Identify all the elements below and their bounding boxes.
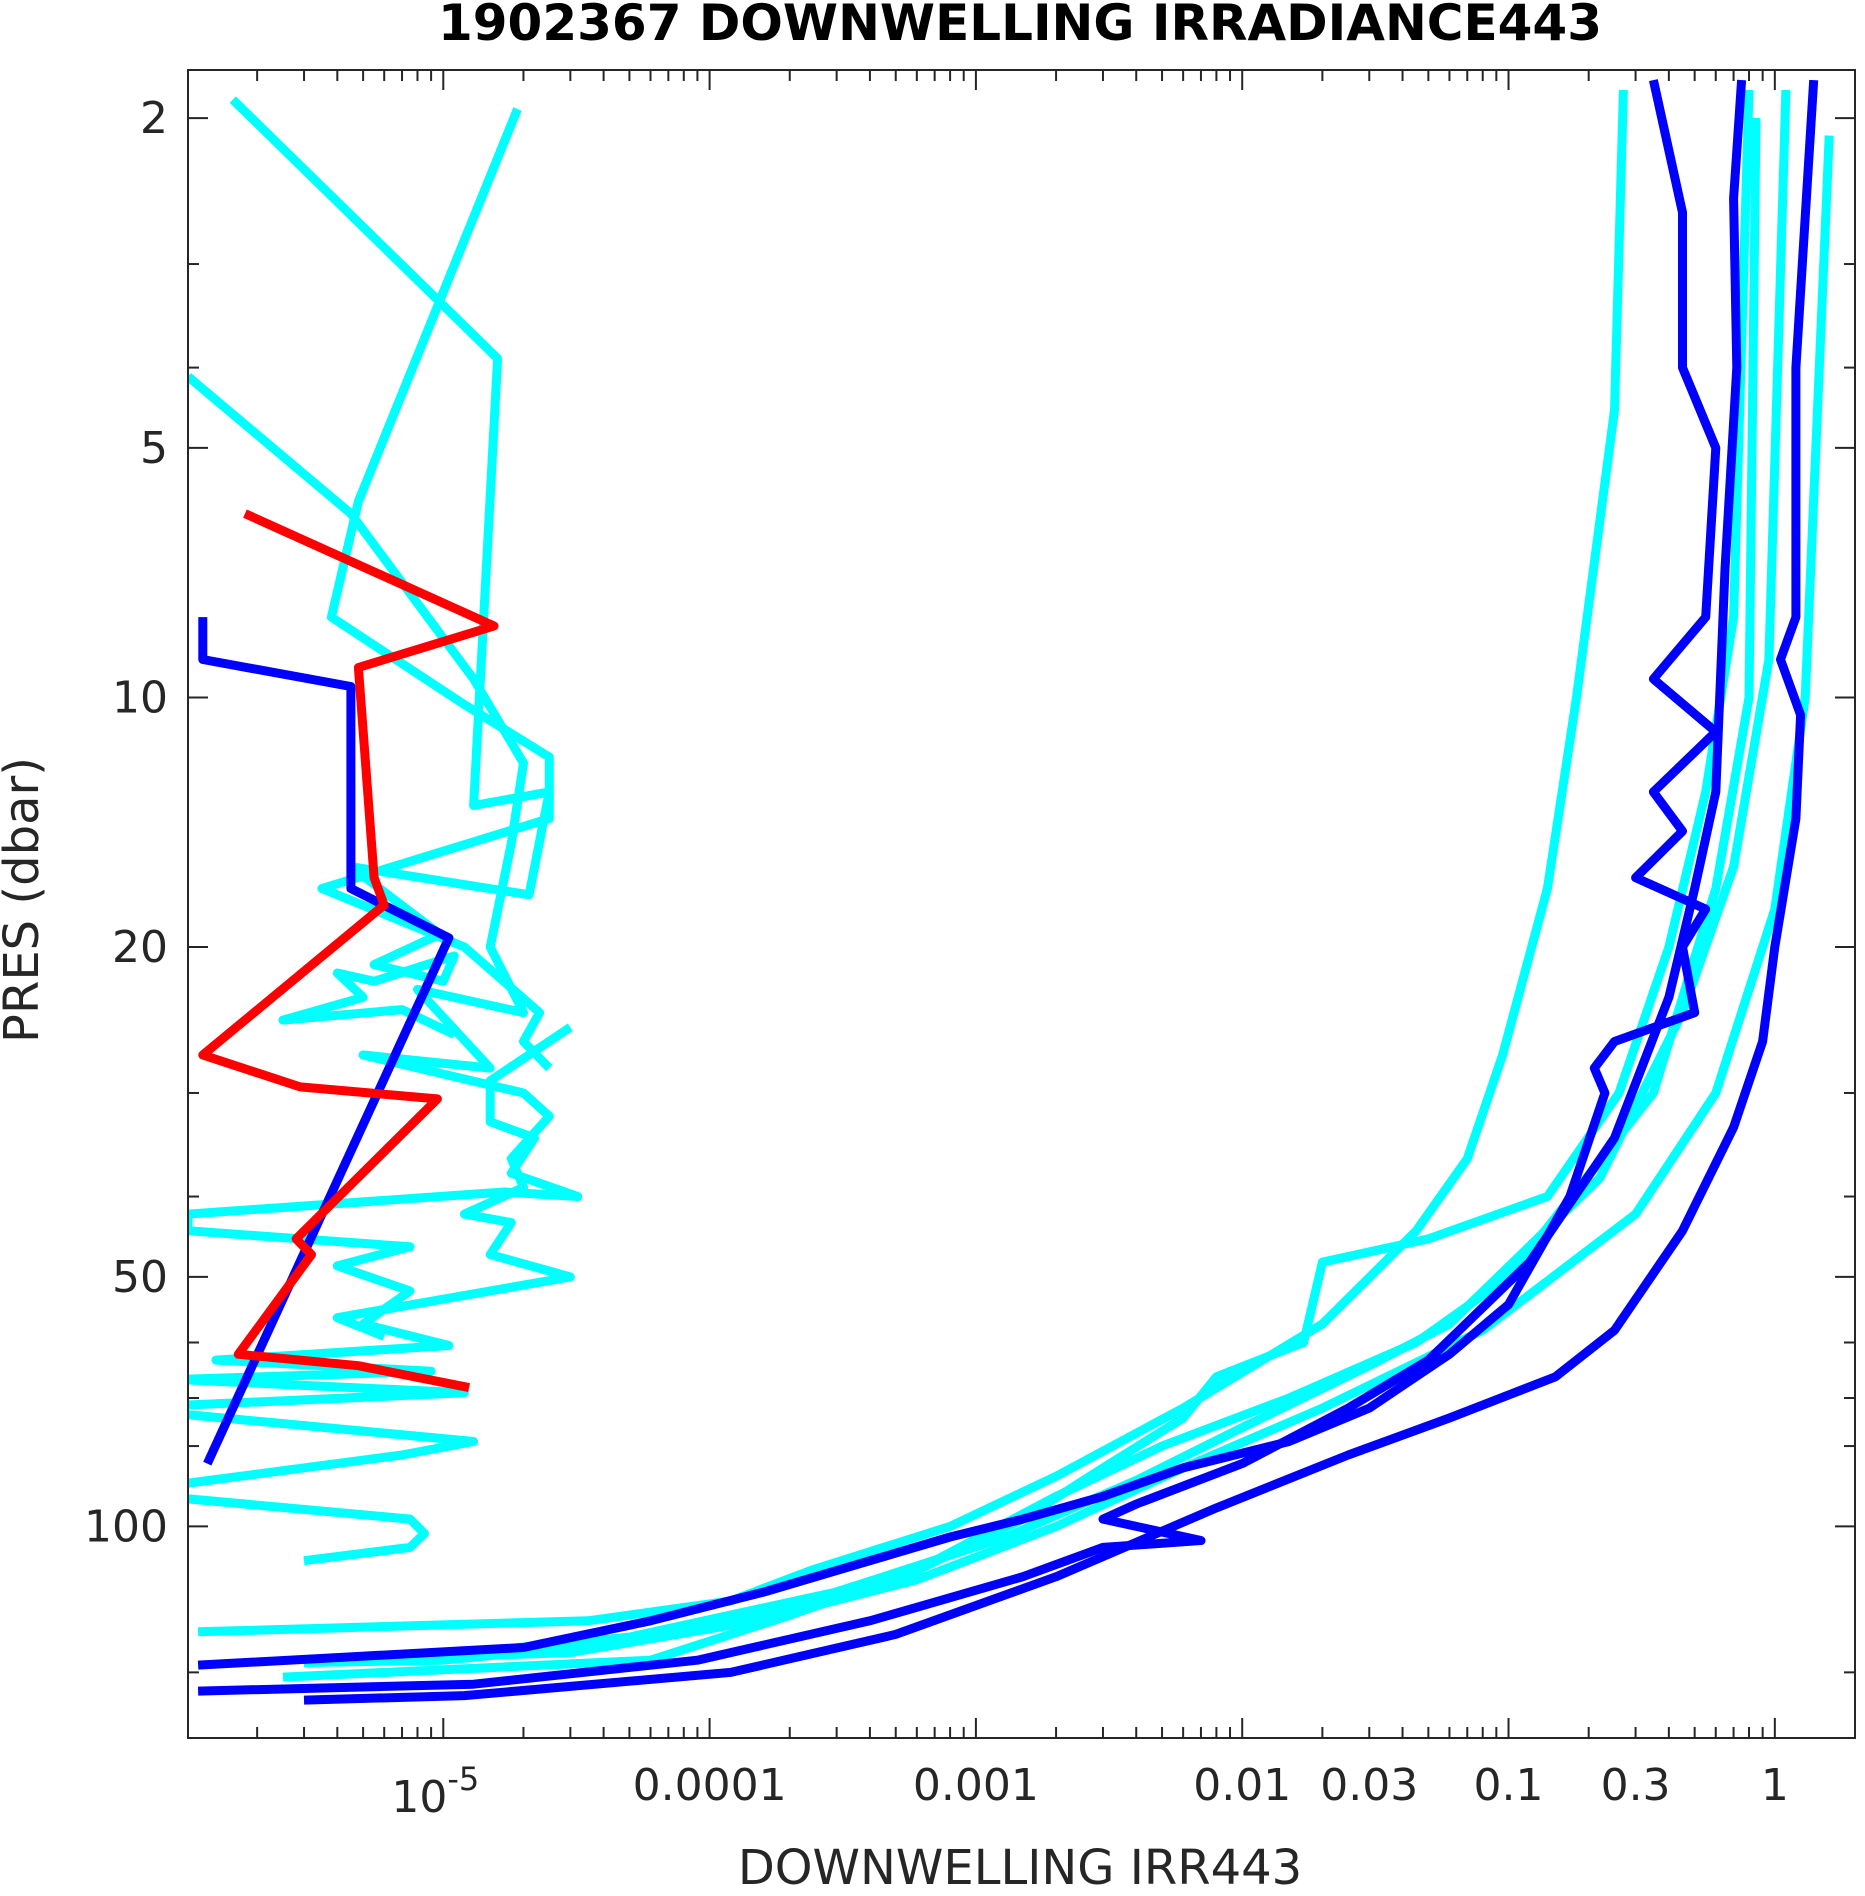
- series-line-3: [188, 373, 575, 1341]
- x-tick-label: 0.0001: [633, 1760, 787, 1811]
- y-tick-labels: 2 5 10 20 50 100: [84, 93, 168, 1552]
- series-line-14: [198, 509, 499, 1393]
- axis-ticks: [188, 70, 1856, 1738]
- x-tick-labels: 10-5 0.0001 0.001 0.01 0.03 0.1 0.3 1: [391, 1760, 1789, 1823]
- series-line-2: [317, 107, 554, 1072]
- x-tick-label: 1: [1761, 1760, 1789, 1811]
- series-line-13: [303, 79, 1819, 1705]
- x-tick-label: 0.1: [1474, 1760, 1544, 1811]
- x-tick-label: 10-5: [391, 1760, 479, 1823]
- x-tick-label: 0.01: [1193, 1760, 1291, 1811]
- series-line-11: [197, 79, 1721, 1670]
- x-tick-label: 0.001: [913, 1760, 1039, 1811]
- x-axis-label: DOWNWELLING IRR443: [738, 1840, 1302, 1896]
- series-line-9: [337, 135, 1834, 1665]
- series-layer: [188, 79, 1834, 1705]
- y-tick-label: 50: [112, 1252, 168, 1303]
- y-tick-label: 5: [140, 423, 168, 474]
- y-tick-label: 10: [112, 672, 168, 723]
- x-tick-label: 0.3: [1601, 1760, 1671, 1811]
- plot-area-border: [187, 69, 1856, 1739]
- series-line-4: [188, 1023, 583, 1566]
- y-tick-label: 20: [112, 922, 168, 973]
- chart-title: 1902367 DOWNWELLING IRRADIANCE443: [438, 0, 1602, 52]
- y-tick-label: 100: [84, 1501, 168, 1552]
- x-tick-label: 0.03: [1320, 1760, 1418, 1811]
- series-line-8: [463, 89, 1791, 1658]
- series-line-12: [197, 79, 1747, 1696]
- series-line-1: [229, 96, 554, 1039]
- y-axis-label: PRES (dbar): [0, 757, 50, 1043]
- series-line-10: [198, 617, 454, 1466]
- y-tick-label: 2: [140, 93, 168, 144]
- plot-frame: [187, 69, 1856, 1739]
